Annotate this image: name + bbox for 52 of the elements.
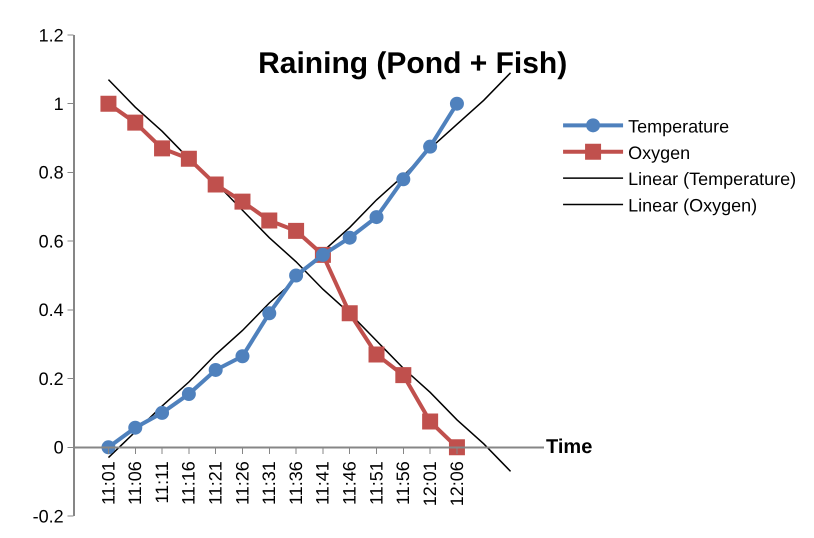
point: [155, 406, 170, 420]
point: [208, 176, 224, 192]
legend-label: Linear (Temperature): [628, 169, 796, 190]
point: [395, 367, 412, 384]
x-tick-label: 11:06: [125, 461, 146, 505]
point: [368, 346, 385, 363]
point: [342, 230, 357, 245]
point: [235, 349, 250, 364]
point: [289, 268, 304, 282]
x-tick-label: 11:41: [312, 461, 333, 505]
point: [154, 140, 170, 156]
x-tick-label: 11:21: [206, 461, 226, 505]
x-tick-label: 11:46: [340, 461, 360, 505]
legend-label: Temperature: [628, 116, 730, 136]
point: [262, 306, 276, 320]
legend-label: Linear (Oxygen): [628, 196, 758, 216]
point: [100, 96, 116, 112]
point: [450, 96, 464, 111]
point: [288, 222, 304, 239]
point: [208, 362, 223, 377]
x-tick-label: 11:36: [286, 461, 306, 505]
x-tick-label: 11:11: [152, 461, 172, 504]
point: [180, 150, 197, 167]
y-tick-label: 0: [54, 438, 64, 458]
point: [396, 172, 410, 186]
point: [261, 212, 278, 229]
y-tick-label: 1.2: [38, 25, 64, 46]
x-axis-title: Time: [546, 436, 592, 458]
x-tick-label: 11:31: [259, 461, 280, 505]
legend-label: Oxygen: [628, 142, 690, 163]
x-tick-label: 11:26: [232, 461, 252, 505]
x-tick-label: 12:06: [446, 461, 467, 506]
point: [370, 210, 384, 224]
y-tick-label: 0.2: [38, 368, 64, 389]
y-tick-label: 0.6: [38, 231, 64, 252]
point: [127, 114, 144, 131]
y-tick-label: 0.8: [38, 162, 64, 183]
x-tick-label: 11:56: [393, 461, 414, 505]
y-tick-label: 0.4: [38, 300, 64, 320]
point: [234, 194, 250, 210]
x-tick-label: 11:01: [98, 461, 118, 505]
y-tick-label: -0.2: [32, 506, 64, 526]
x-tick-label: 11:51: [366, 461, 386, 505]
point: [422, 414, 438, 430]
y-tick-label: 1: [54, 94, 64, 114]
point: [128, 420, 142, 435]
point: [423, 140, 438, 154]
x-tick-label: 11:16: [178, 461, 199, 505]
point: [182, 387, 196, 402]
point: [342, 305, 358, 322]
x-tick-label: 12:01: [420, 461, 440, 506]
chart-title: Raining (Pond + Fish): [258, 46, 568, 80]
